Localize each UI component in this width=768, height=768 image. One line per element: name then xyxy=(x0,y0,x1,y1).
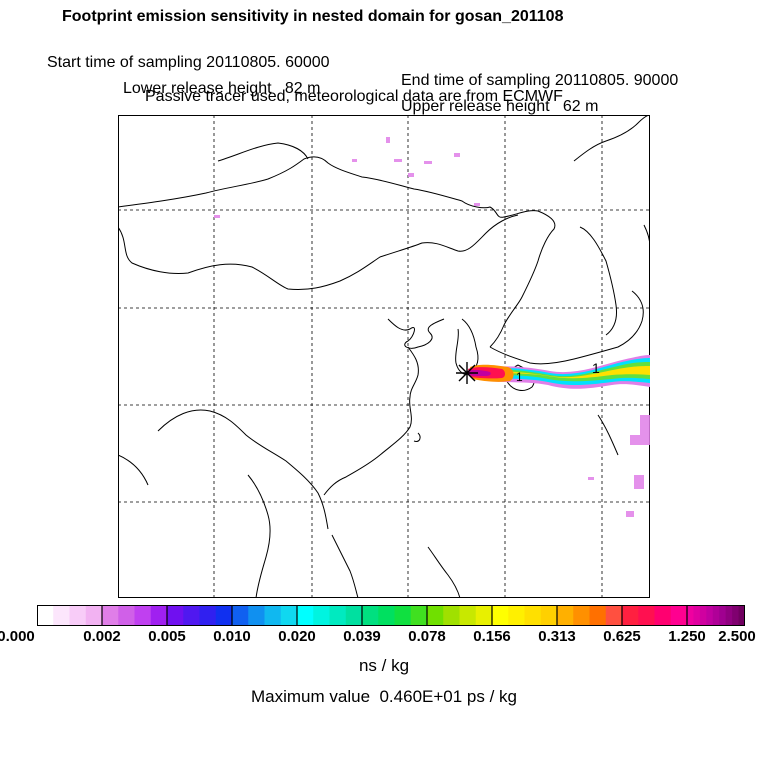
colorbar-cell xyxy=(638,605,655,626)
map-frame xyxy=(118,115,650,598)
maximum-value-label: Maximum value 0.460E+01 ps / kg xyxy=(251,687,517,706)
colorbar-cell xyxy=(654,605,672,626)
colorbar-cell xyxy=(719,605,727,626)
colorbar-cell xyxy=(732,605,740,626)
colorbar-tick-label: 0.625 xyxy=(603,628,641,645)
upper-height-label: Upper release height 62 m xyxy=(401,98,599,115)
colorbar-cell xyxy=(605,605,623,626)
colorbar-cell xyxy=(232,605,249,626)
colorbar-cell xyxy=(199,605,217,626)
colorbar-cell xyxy=(69,605,87,626)
colorbar-cell xyxy=(712,605,720,626)
colorbar-cell xyxy=(134,605,152,626)
colorbar-cell xyxy=(362,605,379,626)
colorbar-cell xyxy=(215,605,233,626)
colorbar-tick-label: 2.500 xyxy=(718,628,756,645)
colorbar-cell xyxy=(280,605,298,626)
colorbar-cell xyxy=(329,605,347,626)
colorbar-cell xyxy=(313,605,330,626)
colorbar-cell xyxy=(297,605,314,626)
colorbar-cells xyxy=(37,605,745,626)
colorbar-cell xyxy=(345,605,363,626)
colorbar-cell xyxy=(53,605,70,626)
colorbar-cell xyxy=(738,605,745,626)
plume-label-2: 1 xyxy=(516,370,523,384)
colorbar-cell xyxy=(508,605,525,626)
colorbar-cell xyxy=(670,605,688,626)
colorbar-cell xyxy=(699,605,707,626)
colorbar-cell xyxy=(248,605,265,626)
colorbar-cell xyxy=(693,605,701,626)
colorbar-tick-label: 0.156 xyxy=(473,628,511,645)
colorbar-tick-label: 0.039 xyxy=(343,628,381,645)
colorbar-tick-label: 0.005 xyxy=(148,628,186,645)
colorbar-tick-label: 0.313 xyxy=(538,628,576,645)
colorbar-cell xyxy=(687,605,694,626)
map-panel: 1 1 xyxy=(118,115,650,598)
colorbar-cell xyxy=(706,605,714,626)
footprint-plume xyxy=(467,355,650,389)
colorbar-tick-label: 0.000 xyxy=(0,628,35,645)
colorbar-cell xyxy=(427,605,444,626)
colorbar-cell xyxy=(492,605,509,626)
colorbar-cell xyxy=(573,605,590,626)
plot-title: Footprint emission sensitivity in nested… xyxy=(62,8,564,25)
colorbar-cell xyxy=(589,605,607,626)
colorbar-cell xyxy=(622,605,639,626)
colorbar-cell xyxy=(524,605,542,626)
colorbar-cell xyxy=(264,605,282,626)
colorbar-cell xyxy=(557,605,574,626)
colorbar-cell xyxy=(37,605,54,626)
colorbar-tick-label: 0.078 xyxy=(408,628,446,645)
colorbar-cell xyxy=(725,605,733,626)
footprint-speckles xyxy=(214,137,650,517)
map-canvas: 1 1 xyxy=(118,115,650,598)
colorbar-tick-label: 1.250 xyxy=(668,628,706,645)
graticule xyxy=(118,115,650,598)
colorbar-frame xyxy=(37,605,745,626)
colorbar-tick-label: 0.002 xyxy=(83,628,121,645)
colorbar-tick-label: 0.020 xyxy=(278,628,316,645)
colorbar-cell xyxy=(102,605,119,626)
colorbar-cell xyxy=(118,605,135,626)
colorbar-cell xyxy=(459,605,477,626)
colorbar-cell xyxy=(540,605,558,626)
colorbar-cell xyxy=(183,605,200,626)
end-time-label: End time of sampling 20110805. 90000 xyxy=(401,72,679,89)
colorbar-cell xyxy=(410,605,428,626)
release-point-marker xyxy=(456,362,478,384)
start-time-label: Start time of sampling 20110805. 60000 xyxy=(47,54,330,71)
colorbar-cell xyxy=(443,605,460,626)
colorbar-cell xyxy=(150,605,168,626)
colorbar-cell xyxy=(167,605,184,626)
colorbar-cell xyxy=(394,605,412,626)
colorbar-cell xyxy=(378,605,395,626)
colorbar xyxy=(37,605,745,626)
colorbar-cell xyxy=(475,605,493,626)
tracer-note: Passive tracer used, meteorological data… xyxy=(145,88,563,105)
plume-label-1: 1 xyxy=(592,360,600,376)
colorbar-cell xyxy=(85,605,103,626)
colorbar-unit: ns / kg xyxy=(358,656,410,675)
colorbar-tick-label: 0.010 xyxy=(213,628,251,645)
colorbar-tick-lines xyxy=(101,605,688,626)
lower-height-label: Lower release height 82 m xyxy=(123,80,321,97)
coastlines xyxy=(118,115,650,598)
